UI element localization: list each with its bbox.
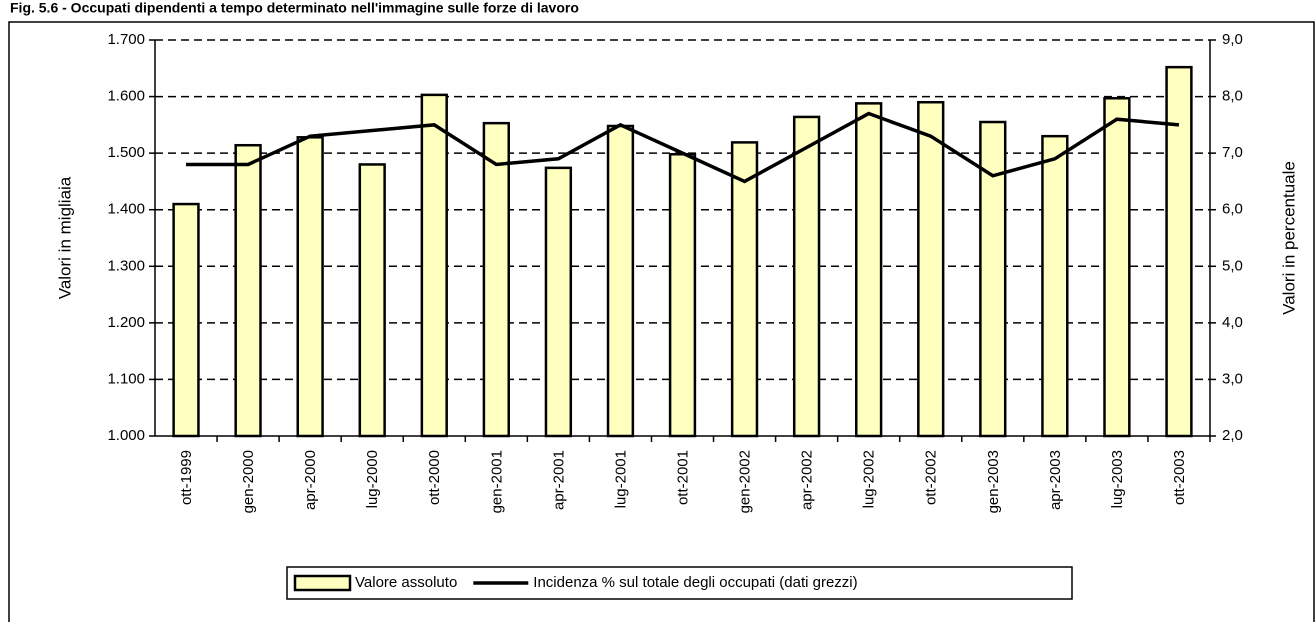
bar [172,202,200,438]
x-tick-label: apr-2003 [1047,450,1064,510]
bar [855,102,883,438]
y-tick-label: 1.200 [107,314,145,331]
bar [482,121,510,438]
bar [420,93,448,438]
x-tick-label: apr-2002 [799,450,816,510]
x-tick-label: ott-1999 [178,450,195,505]
x-tick-label: gen-2003 [985,450,1002,513]
x-tick-label: gen-2002 [737,450,754,513]
chart-title: Fig. 5.6 - Occupati dipendenti a tempo d… [10,0,579,16]
y-tick-label: 1.100 [107,370,145,387]
y2-axis-label: Valori in percentuale [1279,161,1298,315]
bar [917,100,945,438]
x-tick-label: ott-2000 [426,450,443,505]
bar [296,136,324,438]
y2-tick-label: 4,0 [1222,314,1243,331]
x-tick-label: gen-2000 [240,450,257,513]
x-tick-label: ott-2003 [1171,450,1188,505]
bar [606,124,635,438]
bar [1103,97,1131,438]
y-tick-label: 1.000 [107,427,145,444]
chart-frame [8,21,1315,622]
x-tick-label: apr-2000 [302,450,319,510]
y2-tick-label: 7,0 [1222,144,1243,161]
line [186,111,1180,184]
legend-label: Valore assoluto [355,574,457,591]
bar [792,115,821,438]
y-tick-label: 1.300 [107,257,145,274]
y2-tick-label: 8,0 [1222,88,1243,105]
x-tick-label: ott-2001 [674,450,691,505]
bar [668,153,697,438]
y2-tick-label: 5,0 [1222,257,1243,274]
x-tick-label: apr-2001 [550,450,567,510]
x-tick-label: lug-2000 [364,450,381,508]
y-tick-label: 1.700 [107,31,145,48]
y-tick-label: 1.600 [107,88,145,105]
bar [544,166,573,438]
y-axis-label: Valori in migliaia [55,176,74,299]
legend-label: Incidenza % sul totale degli occupati (d… [533,574,857,591]
bar [730,141,759,438]
x-tick-label: lug-2003 [1109,450,1126,508]
x-tick-label: ott-2002 [923,450,940,505]
y-tick-label: 1.500 [107,144,145,161]
y2-tick-label: 2,0 [1222,427,1243,444]
y2-tick-label: 6,0 [1222,201,1243,218]
y2-tick-label: 3,0 [1222,370,1243,387]
legend-swatch [293,574,352,592]
bar [1165,65,1193,438]
bar [234,143,262,438]
x-tick-label: gen-2001 [488,450,505,513]
legend-box [286,566,1073,600]
x-tick-label: lug-2001 [612,450,629,508]
y-tick-label: 1.400 [107,201,145,218]
y2-tick-label: 9,0 [1222,31,1243,48]
bar [1041,134,1069,438]
bar [358,163,386,438]
x-tick-label: lug-2002 [861,450,878,508]
